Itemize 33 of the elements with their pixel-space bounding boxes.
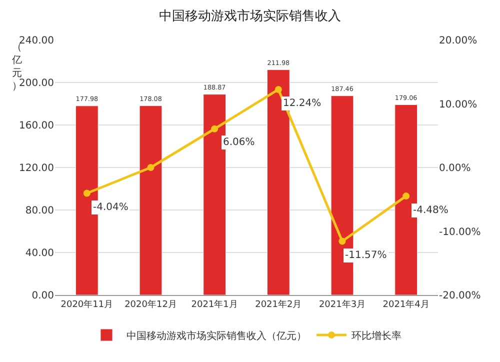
x-tick-label: 2021年3月 [318,298,366,310]
y-tick-label: 120.00 [19,163,54,174]
legend-label: 中国移动游戏市场实际销售收入（亿元） [126,330,306,342]
y-tick-label: 200.00 [19,78,54,89]
point [274,86,282,93]
data-label: -4.48% [413,205,448,216]
y-tick-label: 240.00 [19,36,54,46]
x-tick-label: 2020年12月 [124,298,177,310]
y-tick-label: 40.00 [25,248,54,259]
y2-tick-label: -20.00% [439,290,481,302]
x-tick-label: 2021年2月 [255,298,302,310]
point [147,164,154,171]
point [402,192,410,200]
x-tick-label: 2021年4月 [382,298,430,310]
data-label: 12.24% [283,98,322,109]
point [211,125,218,132]
point [83,190,90,197]
y-tick-label: 0.00 [32,290,54,302]
x-tick-label: 2020年11月 [60,298,114,310]
y-tick-label: 80.00 [25,206,54,216]
bar [139,106,162,295]
legend-label: 环比增长率 [352,330,402,342]
point [338,238,346,245]
x-tick-label: 2021年1月 [191,298,238,310]
data-label: -4.04% [93,202,128,213]
chart-title: 中国移动游戏市场实际销售收入 [159,8,341,24]
y2-tick-label: 20.00% [439,36,478,46]
data-label: 6.06% [223,137,255,148]
y2-tick-label: 10.00% [439,99,478,110]
data-label: -11.57% [345,250,387,261]
y-tick-label: 160.00 [19,120,54,132]
y2-tick-label: -10.00% [439,226,481,238]
y2-tick-label: 0.00% [439,163,471,174]
